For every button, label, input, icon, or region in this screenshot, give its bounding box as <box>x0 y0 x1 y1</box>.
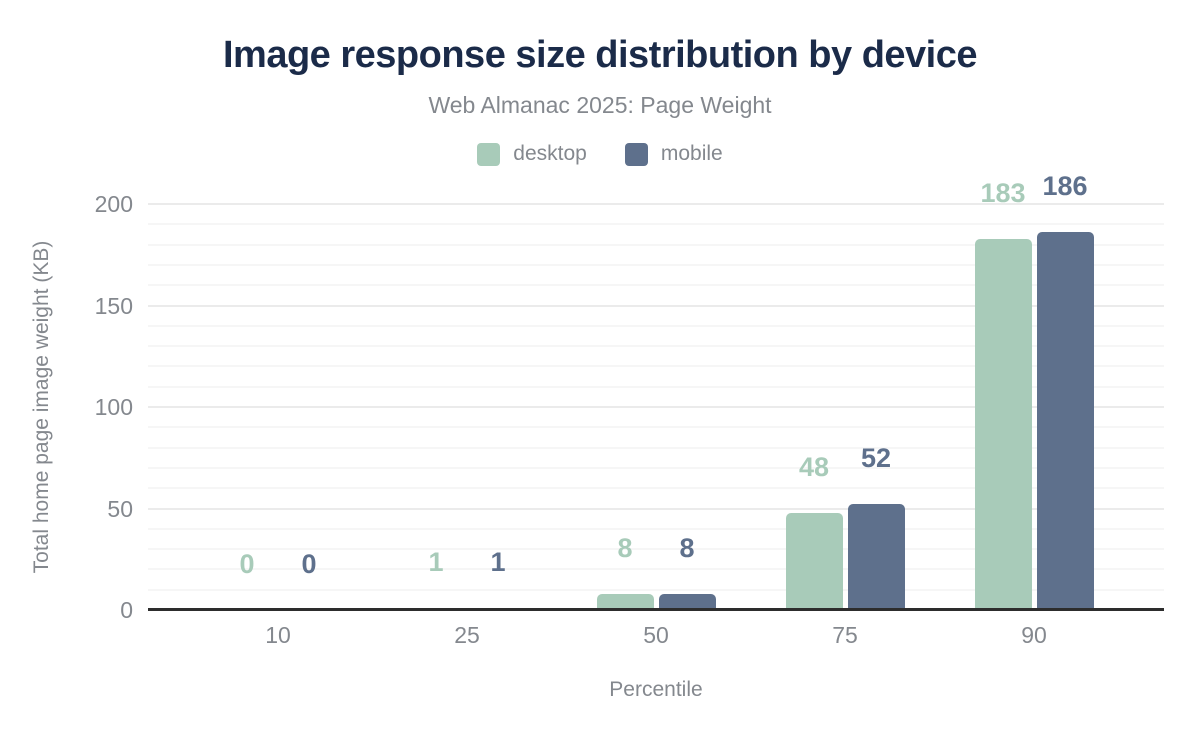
gridline <box>148 588 1164 591</box>
gridline <box>148 223 1164 226</box>
gridline <box>148 487 1164 490</box>
y-tick-label: 0 <box>120 597 133 623</box>
bar-mobile-p75[interactable] <box>847 504 905 610</box>
gridline <box>148 263 1164 266</box>
gridline <box>148 446 1164 449</box>
x-tick-label-25: 25 <box>454 622 480 648</box>
gridline <box>148 466 1164 469</box>
x-axis-title: Percentile <box>609 678 703 701</box>
x-tick-label-75: 75 <box>832 622 858 648</box>
bar-value-label-mobile-p90: 186 <box>1042 171 1088 202</box>
bar-desktop-p90[interactable] <box>974 238 1032 610</box>
gridline <box>148 324 1164 327</box>
bar-desktop-p75[interactable] <box>785 512 843 610</box>
x-tick-label-90: 90 <box>1021 622 1047 648</box>
x-tick-label-50: 50 <box>643 622 669 648</box>
bar-desktop-p50[interactable] <box>596 593 654 610</box>
gridline <box>148 527 1164 530</box>
gridline <box>148 304 1164 307</box>
y-tick-label: 100 <box>94 394 133 420</box>
legend-item-mobile[interactable]: mobile <box>624 142 723 166</box>
x-axis-line <box>148 608 1164 611</box>
bar-mobile-p90[interactable] <box>1036 232 1094 610</box>
gridline <box>148 406 1164 408</box>
y-axis-title: Total home page image weight (KB) <box>30 240 53 574</box>
gridline <box>148 426 1164 429</box>
legend-label: mobile <box>660 142 723 165</box>
legend-item-desktop[interactable]: desktop <box>477 142 587 166</box>
bar-value-label-mobile-p25: 1 <box>490 546 506 577</box>
gridline <box>148 365 1164 368</box>
bar-value-label-desktop-p50: 8 <box>617 532 633 563</box>
y-tick-label: 200 <box>94 191 133 217</box>
bar-value-label-desktop-p25: 1 <box>428 546 444 577</box>
gridline <box>148 385 1164 388</box>
bar-value-label-mobile-p10: 0 <box>301 549 317 579</box>
gridline <box>148 203 1164 205</box>
bar-value-label-desktop-p75: 48 <box>798 451 830 482</box>
bar-mobile-p50[interactable] <box>658 593 716 610</box>
legend-label: desktop <box>513 142 587 165</box>
gridline <box>148 507 1164 510</box>
gridline <box>148 243 1164 246</box>
gridline <box>148 345 1164 348</box>
bar-value-label-desktop-p90: 183 <box>980 177 1026 208</box>
legend-swatch-icon <box>477 142 501 166</box>
gridline <box>148 284 1164 287</box>
bar-value-label-mobile-p50: 8 <box>679 532 695 563</box>
y-tick-label: 150 <box>94 292 133 319</box>
plot-area: 0 50 100 150 200 0 1 8 48 183 0 1 8 52 186 10 25 50 75 90 <box>95 173 1164 648</box>
x-tick-label-10: 10 <box>265 622 291 648</box>
bar-value-label-desktop-p10: 0 <box>239 549 255 579</box>
legend: desktop mobile <box>0 142 1200 166</box>
chart-title: Image response size distribution by devi… <box>222 34 978 76</box>
bar-value-label-mobile-p75: 52 <box>860 443 892 474</box>
legend-swatch-icon <box>624 142 648 166</box>
gridline <box>148 568 1164 571</box>
y-tick-label: 50 <box>107 495 133 522</box>
chart-subtitle: Web Almanac 2025: Page Weight <box>428 92 772 118</box>
gridline <box>148 548 1164 551</box>
